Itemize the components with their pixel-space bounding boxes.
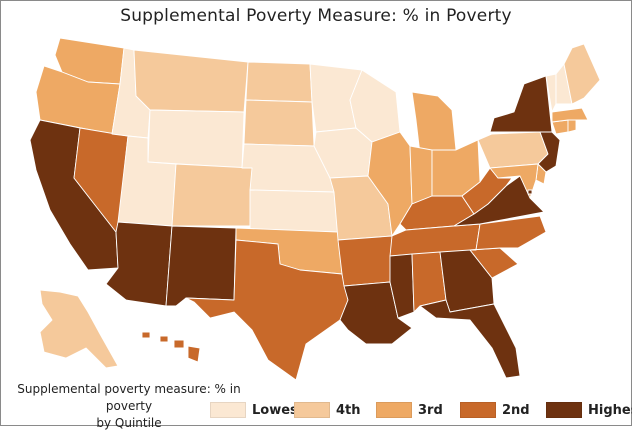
legend-swatch-lowest — [210, 402, 246, 418]
legend-item-lowest: Lowest — [210, 402, 304, 418]
state-wy — [147, 109, 245, 169]
legend-item-2nd: 2nd — [460, 402, 530, 418]
state-nd — [245, 61, 313, 103]
map-title: Supplemental Poverty Measure: % in Pover… — [120, 6, 512, 26]
legend: Lowest 4th 3rd 2nd Highest — [210, 402, 632, 422]
legend-label-2nd: 2nd — [502, 402, 530, 418]
state-sd — [243, 99, 315, 147]
legend-swatch-2nd — [460, 402, 496, 418]
state-ma — [551, 107, 589, 123]
state-mt — [133, 49, 249, 113]
state-hi — [141, 331, 201, 363]
state-ak — [39, 289, 119, 369]
legend-label-highest: Highest — [588, 402, 632, 418]
state-tx — [185, 239, 349, 381]
state-ks — [249, 189, 339, 233]
state-md — [489, 163, 539, 199]
state-nc — [469, 215, 547, 251]
state-nj — [537, 131, 561, 173]
state-pa — [477, 131, 549, 169]
state-ms — [389, 253, 415, 319]
legend-item-3rd: 3rd — [376, 402, 443, 418]
state-ar — [337, 235, 393, 287]
legend-swatch-highest — [546, 402, 582, 418]
legend-label-3rd: 3rd — [418, 402, 443, 418]
state-ri — [567, 119, 577, 133]
legend-item-4th: 4th — [294, 402, 361, 418]
state-me — [563, 43, 601, 105]
state-fl — [419, 299, 521, 379]
state-dc — [527, 189, 533, 195]
state-mi — [411, 91, 457, 155]
state-in — [409, 145, 433, 205]
legend-caption-line1: Supplemental poverty measure: % in pover… — [17, 382, 241, 413]
legend-swatch-4th — [294, 402, 330, 418]
legend-label-lowest: Lowest — [252, 402, 304, 418]
legend-swatch-3rd — [376, 402, 412, 418]
legend-item-highest: Highest — [546, 402, 632, 418]
state-co — [171, 163, 253, 227]
state-nm — [165, 225, 237, 307]
legend-label-4th: 4th — [336, 402, 361, 418]
